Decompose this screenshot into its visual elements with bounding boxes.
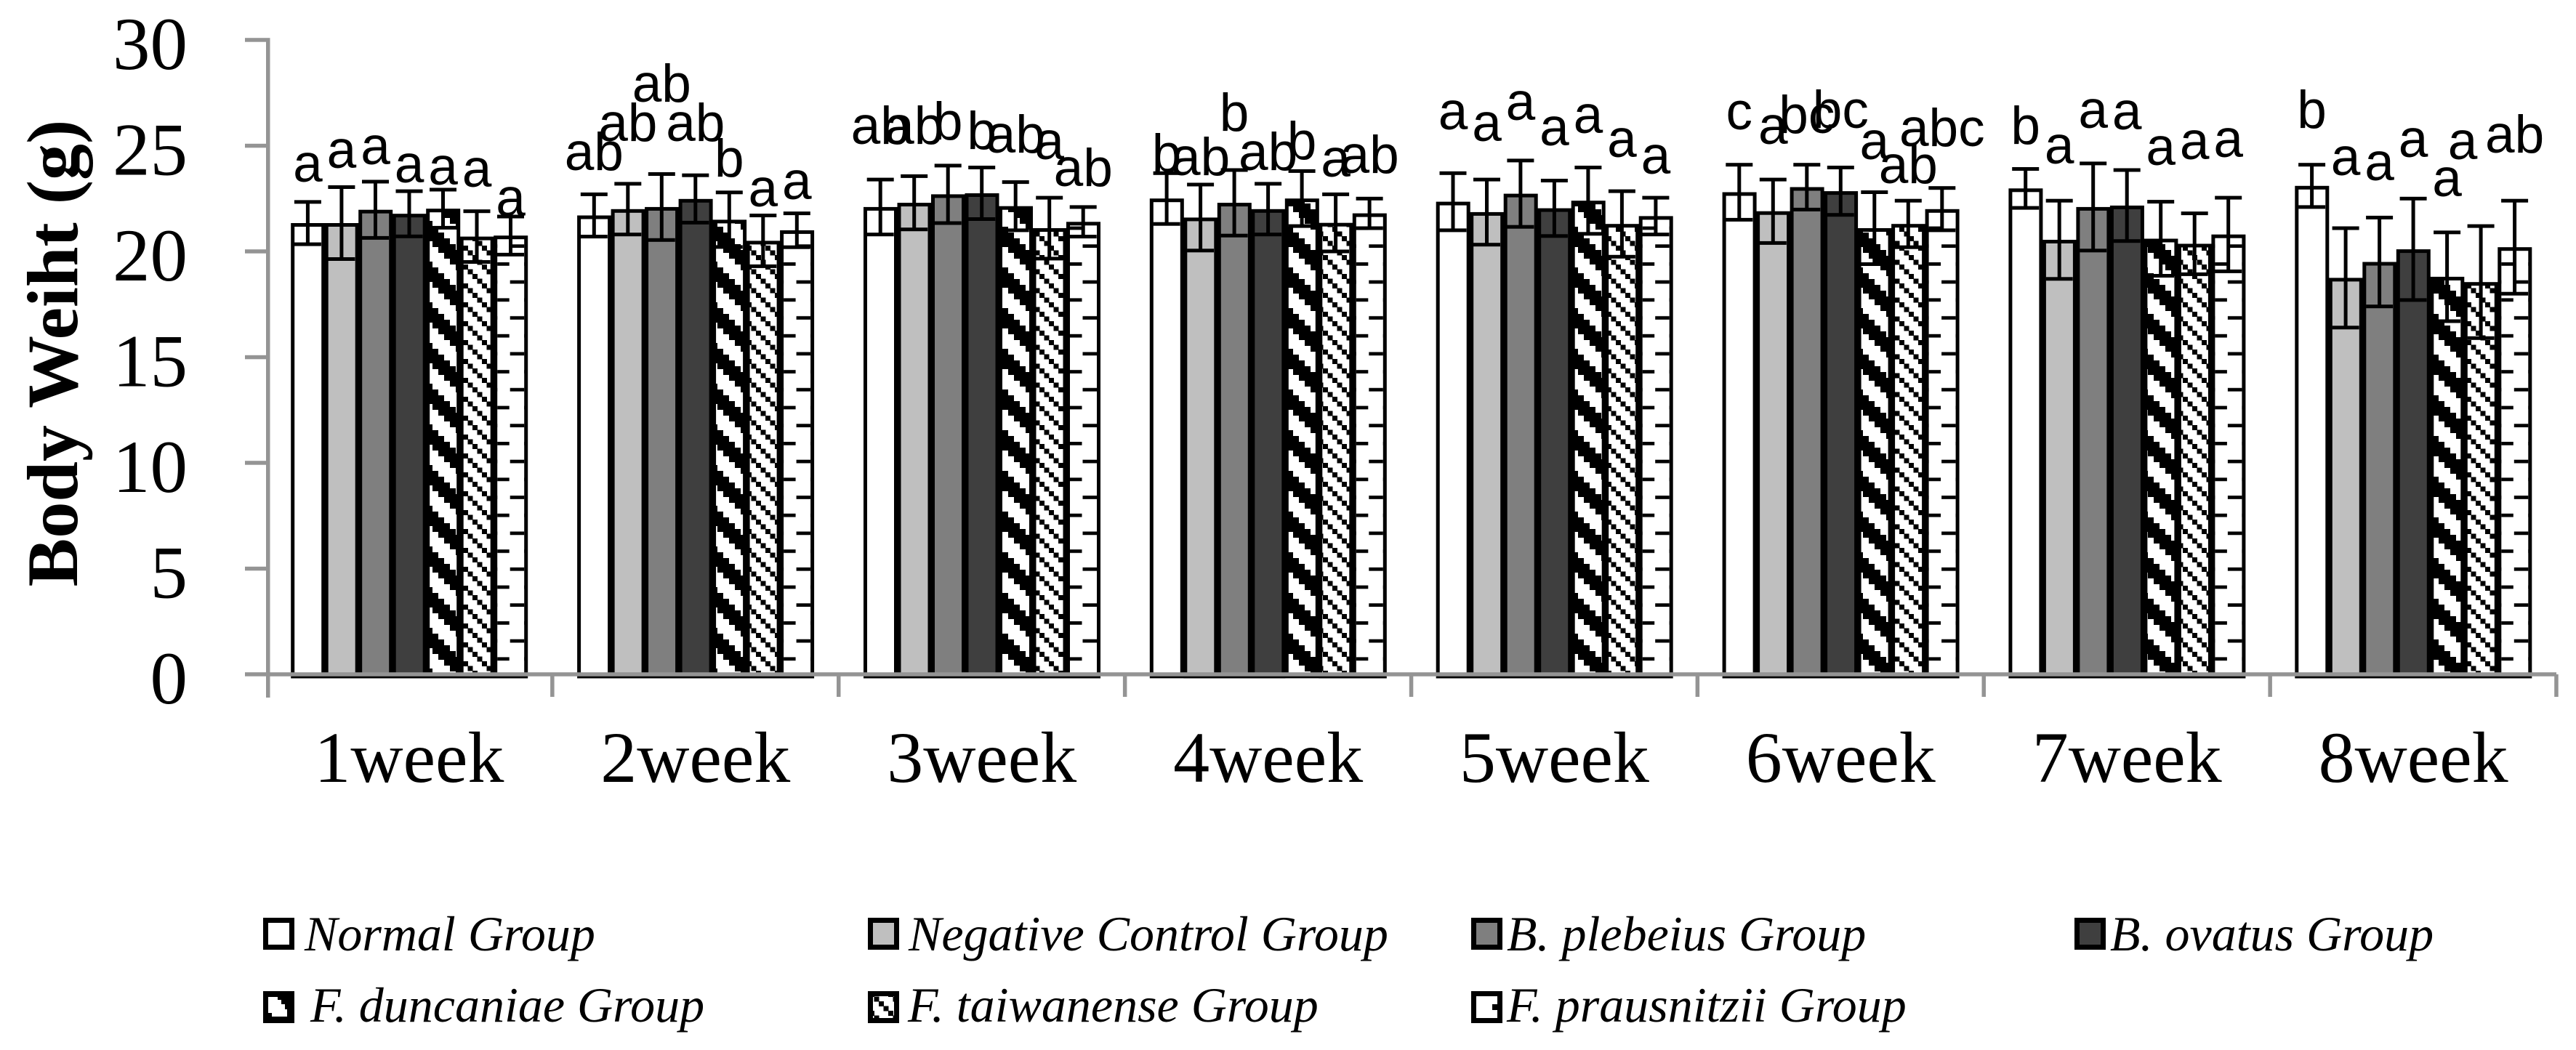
- svg-text:6week: 6week: [1746, 717, 1936, 798]
- svg-text:10: 10: [113, 426, 188, 509]
- svg-text:ab: ab: [632, 54, 691, 113]
- svg-text:a: a: [748, 159, 778, 218]
- svg-text:b: b: [1287, 112, 1317, 171]
- svg-text:20: 20: [113, 214, 188, 297]
- svg-text:a: a: [1321, 129, 1351, 188]
- svg-text:a: a: [395, 135, 424, 194]
- svg-text:a: a: [1506, 73, 1536, 132]
- svg-text:8week: 8week: [2319, 717, 2508, 798]
- svg-text:b: b: [1220, 84, 1249, 142]
- svg-text:ab: ab: [1879, 136, 1938, 195]
- svg-text:a: a: [2146, 118, 2175, 177]
- svg-text:ab: ab: [666, 94, 725, 153]
- svg-text:b: b: [715, 129, 744, 188]
- svg-text:3week: 3week: [887, 717, 1076, 798]
- svg-text:b: b: [2011, 97, 2040, 156]
- svg-text:a: a: [2045, 116, 2074, 175]
- svg-text:c: c: [1726, 82, 1753, 141]
- svg-text:5: 5: [150, 532, 188, 615]
- svg-text:a: a: [1641, 126, 1671, 185]
- svg-text:ab: ab: [598, 94, 657, 153]
- svg-text:Negative Control Group: Negative Control Group: [908, 906, 1388, 961]
- svg-text:ab: ab: [2485, 105, 2544, 164]
- svg-text:ab: ab: [565, 123, 624, 182]
- svg-text:ab: ab: [986, 105, 1045, 164]
- svg-text:F. taiwanense Group: F. taiwanense Group: [907, 977, 1319, 1033]
- svg-text:a: a: [496, 169, 526, 227]
- svg-text:ab: ab: [1171, 128, 1230, 187]
- svg-text:F. duncaniae Group: F. duncaniae Group: [310, 977, 704, 1033]
- svg-text:Body Weiht (g): Body Weiht (g): [12, 120, 93, 587]
- svg-text:a: a: [1574, 86, 1603, 145]
- svg-text:a: a: [1859, 112, 1889, 171]
- svg-text:a: a: [327, 121, 357, 179]
- svg-text:a: a: [361, 117, 390, 176]
- svg-text:abc: abc: [1899, 99, 1985, 158]
- svg-text:25: 25: [113, 109, 188, 192]
- svg-text:a: a: [1539, 98, 1569, 157]
- svg-text:a: a: [2180, 112, 2210, 171]
- svg-text:a: a: [2112, 82, 2142, 141]
- svg-text:b: b: [2297, 81, 2327, 140]
- svg-text:a: a: [1472, 94, 1502, 153]
- svg-text:a: a: [2448, 112, 2478, 171]
- svg-text:B. ovatus Group: B. ovatus Group: [2110, 906, 2434, 961]
- svg-text:F. prausnitzii Group: F. prausnitzii Group: [1506, 977, 1907, 1033]
- svg-text:a: a: [782, 152, 812, 211]
- svg-text:b: b: [933, 92, 963, 151]
- svg-text:ab: ab: [885, 97, 943, 156]
- svg-text:b: b: [967, 102, 997, 161]
- svg-text:1week: 1week: [314, 717, 504, 798]
- svg-text:B. plebeius Group: B. plebeius Group: [1507, 906, 1866, 961]
- svg-text:a: a: [2432, 149, 2462, 208]
- svg-text:a: a: [2331, 128, 2361, 187]
- svg-text:ab: ab: [1239, 123, 1297, 182]
- svg-text:bc: bc: [1813, 81, 1869, 140]
- svg-text:a: a: [2213, 110, 2243, 169]
- svg-text:a: a: [428, 137, 458, 196]
- svg-text:4week: 4week: [1173, 717, 1363, 798]
- svg-text:a: a: [1758, 97, 1788, 156]
- svg-text:Normal Group: Normal Group: [304, 906, 595, 961]
- svg-text:a: a: [2364, 133, 2394, 192]
- svg-text:7week: 7week: [2032, 717, 2222, 798]
- svg-text:15: 15: [113, 320, 188, 403]
- svg-text:bc: bc: [1779, 86, 1835, 145]
- svg-text:a: a: [462, 140, 492, 198]
- svg-text:ab: ab: [1340, 126, 1398, 185]
- svg-text:a: a: [2078, 81, 2108, 140]
- svg-text:b: b: [1152, 124, 1182, 183]
- svg-text:ab: ab: [1054, 139, 1113, 198]
- svg-text:5week: 5week: [1460, 717, 1649, 798]
- svg-text:a: a: [1438, 82, 1468, 141]
- svg-text:2week: 2week: [600, 717, 790, 798]
- svg-text:30: 30: [113, 3, 188, 86]
- svg-text:ab: ab: [851, 97, 910, 156]
- svg-text:a: a: [293, 134, 323, 193]
- svg-text:a: a: [1034, 112, 1064, 171]
- svg-text:a: a: [1607, 110, 1637, 169]
- svg-text:a: a: [2399, 110, 2428, 169]
- svg-text:0: 0: [150, 637, 188, 720]
